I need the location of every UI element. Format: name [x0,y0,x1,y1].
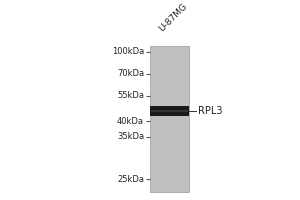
Text: 25kDa: 25kDa [117,175,144,184]
Bar [150,46,189,192]
Bar [151,110,188,112]
Text: 40kDa: 40kDa [117,117,144,126]
Text: 70kDa: 70kDa [117,69,144,78]
Text: 35kDa: 35kDa [117,132,144,141]
Bar [150,106,189,116]
Text: 55kDa: 55kDa [117,91,144,100]
Text: RPL3: RPL3 [198,106,222,116]
Text: U-87MG: U-87MG [157,2,189,34]
Text: 100kDa: 100kDa [112,47,144,56]
